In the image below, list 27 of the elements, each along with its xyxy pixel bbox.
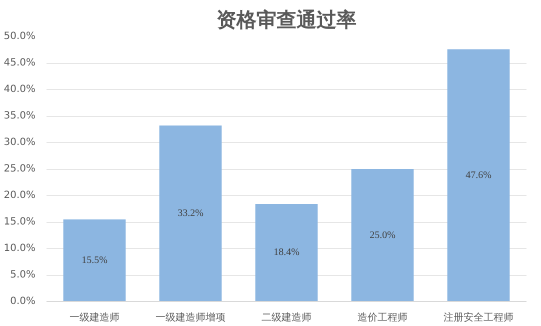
y-tick-label: 20.0%: [4, 190, 36, 201]
y-tick-label: 30.0%: [4, 137, 36, 148]
y-tick-label: 45.0%: [4, 58, 36, 68]
data-label: 18.4%: [274, 247, 300, 258]
y-tick-label: 40.0%: [4, 84, 36, 95]
y-tick-label: 35.0%: [4, 110, 36, 122]
x-tick-label: 一级建造师增项: [156, 312, 226, 324]
y-tick-label: 5.0%: [10, 270, 36, 280]
x-tick-label: 一级建造师: [70, 312, 120, 324]
bar: [447, 49, 510, 302]
y-tick-label: 50.0%: [4, 31, 36, 42]
y-tick-label: 0.0%: [10, 296, 36, 307]
bar: [255, 204, 318, 302]
bar: [351, 169, 414, 302]
x-tick-label: 二级建造师: [262, 312, 312, 324]
x-tick-label: 造价工程师: [358, 312, 408, 324]
y-tick-label: 10.0%: [4, 243, 36, 254]
data-label: 47.6%: [466, 170, 492, 181]
chart-title: 资格审查通过率: [216, 8, 356, 32]
y-tick-label: 25.0%: [4, 164, 36, 174]
bar: [159, 126, 222, 302]
y-tick-label: 15.0%: [4, 216, 36, 228]
data-label: 25.0%: [370, 230, 396, 241]
data-label: 15.5%: [82, 254, 108, 266]
x-tick-label: 注册安全工程师: [444, 312, 514, 324]
bar: [63, 219, 126, 302]
data-label: 33.2%: [178, 208, 204, 220]
